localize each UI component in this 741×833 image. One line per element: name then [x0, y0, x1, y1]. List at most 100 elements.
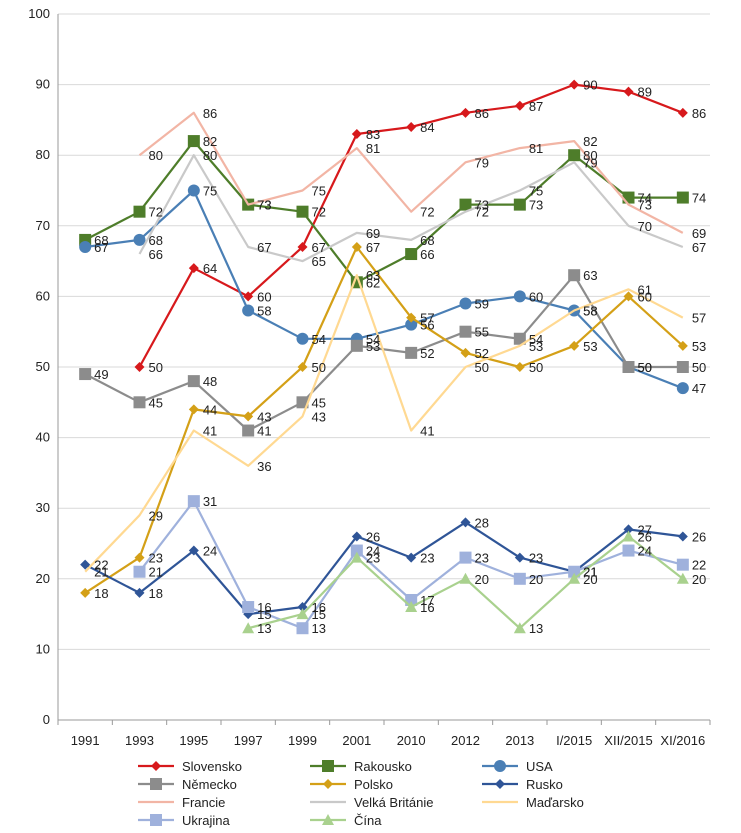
legend-item-rusko: Rusko [482, 777, 563, 792]
x-tick-label: 2010 [397, 733, 426, 748]
x-tick-label: XII/2015 [604, 733, 652, 748]
data-label: 75 [203, 184, 217, 199]
data-label: 53 [529, 339, 543, 354]
data-label: 41 [203, 424, 217, 439]
data-label: 21 [583, 565, 597, 580]
data-point-polsko [623, 291, 634, 302]
data-point-rakousko [513, 198, 526, 211]
series-line-rakousko [84, 140, 683, 284]
legend-label: Rusko [526, 777, 563, 792]
data-point-polsko [188, 404, 199, 415]
data-label: 52 [475, 346, 489, 361]
legend-swatch-marker [322, 814, 334, 825]
data-label: 49 [94, 367, 108, 382]
data-label: 67 [312, 240, 326, 255]
data-point-slovensko [460, 107, 471, 118]
legend-swatch-marker [323, 779, 333, 789]
data-label: 87 [529, 99, 543, 114]
data-point-usa [133, 233, 146, 246]
data-label: 53 [366, 339, 380, 354]
data-label: 63 [583, 268, 597, 283]
data-label: 84 [420, 120, 434, 135]
data-point-slovensko [406, 121, 417, 132]
legend-label: USA [526, 759, 553, 774]
data-label: 21 [583, 565, 597, 580]
data-label: 73 [257, 198, 271, 213]
data-point-cina [622, 530, 635, 542]
data-label: 50 [149, 360, 163, 375]
data-point-rakousko [676, 191, 689, 204]
data-point-usa [296, 332, 309, 345]
data-point-slovensko [134, 362, 145, 372]
data-label: 27 [638, 522, 652, 537]
data-label: 53 [583, 339, 597, 354]
data-label: 72 [312, 205, 326, 220]
y-tick-label: 0 [43, 712, 50, 727]
data-label: 13 [312, 621, 326, 636]
data-point-rusko [514, 552, 525, 563]
data-label: 82 [203, 134, 217, 149]
series-velka-britanie [138, 154, 684, 263]
data-label: 21 [149, 565, 163, 580]
data-label: 41 [420, 424, 434, 439]
data-label: 23 [366, 551, 380, 566]
data-point-ukrajina [622, 544, 635, 557]
legend-label: Francie [182, 795, 225, 810]
data-label: 58 [583, 304, 597, 319]
data-point-cina [350, 551, 363, 563]
legend-swatch-marker [150, 778, 162, 790]
data-label: 68 [420, 233, 434, 248]
data-label: 67 [366, 240, 380, 255]
data-label: 36 [257, 459, 271, 474]
legend-item-madarsko: Maďarsko [482, 795, 584, 810]
data-label: 31 [203, 494, 217, 509]
y-tick-label: 10 [36, 641, 50, 656]
data-label: 66 [420, 247, 434, 262]
data-point-slovensko [569, 79, 580, 90]
data-point-nemecko [296, 396, 309, 409]
data-label: 23 [475, 551, 489, 566]
data-label: 23 [149, 551, 163, 566]
data-label: 54 [366, 332, 380, 347]
data-label: 75 [312, 184, 326, 199]
legend-swatch-marker [150, 814, 162, 826]
gridlines [58, 13, 710, 721]
data-point-rusko [134, 587, 145, 598]
data-point-polsko [460, 347, 471, 358]
data-label: 18 [94, 586, 108, 601]
data-label: 21 [94, 565, 108, 580]
data-label: 29 [149, 508, 163, 523]
data-point-nemecko [622, 361, 635, 373]
data-label: 17 [420, 593, 434, 608]
legend-label: Velká Británie [354, 795, 434, 810]
data-point-cina [296, 608, 309, 620]
legend-item-francie: Francie [138, 795, 225, 810]
data-point-ukrajina [676, 558, 689, 571]
data-point-ukrajina [459, 551, 472, 564]
legend-swatch-marker [495, 779, 505, 789]
data-label: 57 [692, 311, 706, 326]
data-label: 80 [583, 148, 597, 163]
data-label: 23 [529, 551, 543, 566]
data-label: 67 [692, 240, 706, 255]
data-label: 22 [692, 558, 706, 573]
data-point-rusko [188, 545, 199, 556]
data-point-slovensko [297, 241, 308, 252]
data-label: 56 [420, 318, 434, 333]
data-point-nemecko [676, 361, 689, 373]
data-point-slovensko [243, 291, 254, 302]
legend-label: Polsko [354, 777, 393, 792]
series-polsko [80, 241, 688, 598]
data-point-ukrajina [187, 495, 200, 508]
data-label: 45 [149, 395, 163, 410]
data-label: 67 [94, 240, 108, 255]
data-label: 13 [529, 621, 543, 636]
y-tick-label: 60 [36, 288, 50, 303]
data-label: 57 [420, 311, 434, 326]
data-point-cina [568, 572, 581, 584]
data-label: 90 [583, 78, 597, 93]
data-point-nemecko [513, 332, 526, 345]
data-point-slovensko [351, 129, 362, 140]
data-point-rakousko [459, 198, 472, 211]
data-label: 50 [638, 360, 652, 375]
